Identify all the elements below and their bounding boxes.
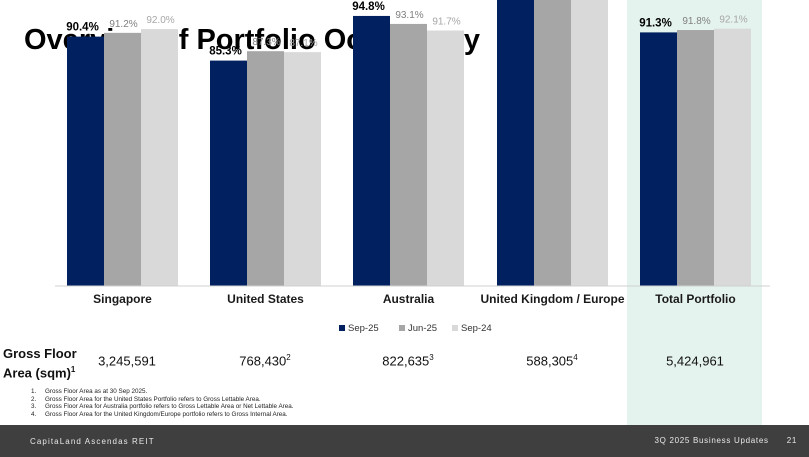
data-label-jun-25-singapore: 91.2%: [109, 19, 137, 30]
legend-label-jun-25: Jun-25: [408, 323, 437, 334]
data-label-sep-24-united-states: 87.1%: [289, 38, 317, 49]
bar-sep-25-united-states: [210, 60, 247, 287]
gfa-value-total-portfolio: 5,424,961: [666, 353, 724, 369]
data-label-sep-24-total-portfolio: 92.1%: [719, 15, 747, 26]
data-label-sep-24-singapore: 92.0%: [146, 15, 174, 26]
bar-sep-25-total-portfolio: [640, 32, 677, 286]
bar-jun-25-united-kingdom-europe: [534, 0, 571, 286]
footer-section: 3Q 2025 Business Updates 21: [654, 436, 797, 445]
bar-sep-24-total-portfolio: [714, 28, 751, 286]
bar-jun-25-australia: [390, 23, 427, 287]
page-number: 21: [786, 436, 797, 445]
bar-jun-25-singapore: [104, 32, 141, 286]
gfa-value-united-states: 768,4302: [239, 353, 291, 369]
data-label-jun-25-australia: 93.1%: [395, 10, 423, 21]
footer-bar: CapitaLand Ascendas REIT 3Q 2025 Busines…: [0, 425, 809, 457]
gfa-value-singapore: 3,245,591: [98, 353, 156, 369]
gfa-value-australia: 822,6353: [382, 353, 434, 369]
category-label-australia: Australia: [383, 292, 435, 306]
category-label-total-portfolio: Total Portfolio: [655, 292, 735, 306]
bar-sep-25-united-kingdom-europe: [497, 0, 534, 286]
footnote: 4. Gross Floor Area for the United Kingdo…: [31, 410, 288, 418]
bar-jun-25-united-states: [247, 51, 284, 286]
footnotes: 1. Gross Floor Area as at 30 Sep 2025. 2.…: [31, 388, 294, 418]
data-label-sep-25-united-states: 85.3%: [209, 46, 242, 58]
category-label-united-states: United States: [227, 292, 304, 306]
footnote: 1. Gross Floor Area as at 30 Sep 2025.: [31, 388, 148, 395]
gfa-label: Gross Floor Area (sqm)1: [3, 346, 77, 381]
bar-sep-25-australia: [353, 15, 390, 286]
bar-sep-24-united-states: [284, 52, 321, 286]
legend-swatch-jun-25: [399, 325, 405, 331]
legend-swatch-sep-24: [452, 325, 458, 331]
bar-sep-24-singapore: [141, 29, 178, 286]
category-label-united-kingdom-europe: United Kingdom / Europe: [481, 292, 625, 306]
bar-jun-25-total-portfolio: [677, 30, 714, 286]
bar-sep-24-united-kingdom-europe: [571, 0, 608, 286]
bar-sep-25-singapore: [67, 36, 104, 287]
data-label-sep-25-australia: 94.8%: [352, 1, 385, 13]
data-label-sep-24-australia: 91.7%: [432, 17, 460, 28]
occupancy-chart: - 0.8% QoQ- 2.0% QoQ+ 1.7% QoQ- 0.1% QoQ…: [55, 0, 770, 334]
legend-label-sep-25: Sep-25: [348, 323, 379, 334]
data-label-jun-25-total-portfolio: 91.8%: [682, 16, 710, 27]
legend-swatch-sep-25: [339, 325, 345, 331]
footer-company-name: CapitaLand Ascendas REIT: [30, 437, 155, 446]
footnote: 3. Gross Floor Area for Australia portfol…: [31, 403, 294, 411]
category-label-singapore: Singapore: [93, 292, 152, 306]
legend-label-sep-24: Sep-24: [461, 323, 492, 334]
data-label-jun-25-united-states: 87.3%: [252, 37, 280, 48]
data-label-sep-25-singapore: 90.4%: [66, 22, 99, 34]
data-label-sep-25-total-portfolio: 91.3%: [639, 17, 672, 29]
footnote: 2. Gross Floor Area for the United States…: [31, 395, 261, 403]
gfa-value-uk-europe: 588,3054: [526, 353, 578, 369]
bar-sep-24-australia: [427, 30, 464, 287]
